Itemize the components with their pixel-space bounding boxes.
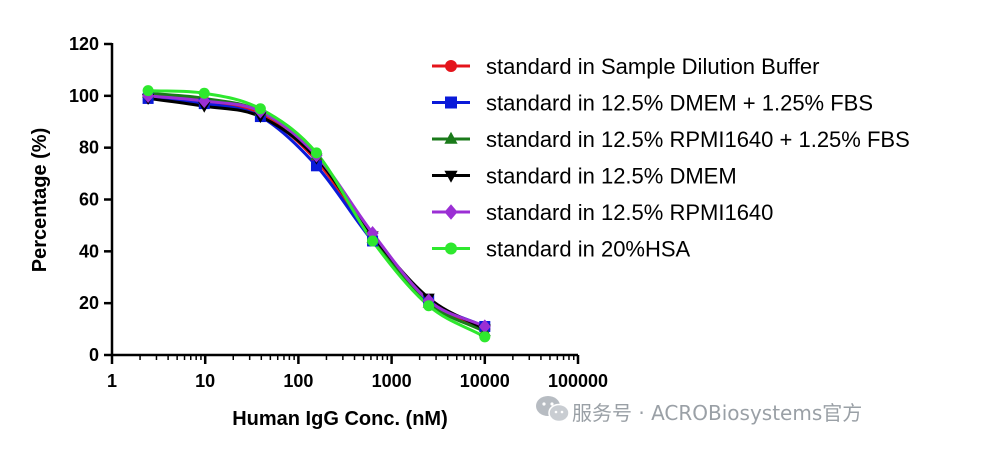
data-point — [310, 160, 322, 172]
legend-item: standard in Sample Dilution Buffer — [432, 54, 819, 79]
y-tick-label: 0 — [89, 345, 99, 365]
legend-label: standard in 12.5% RPMI1640 — [486, 200, 773, 225]
legend-swatch-marker — [445, 96, 457, 109]
watermark-text: 服务号 · ACROBiosystems官方 — [572, 401, 862, 425]
legend-item: standard in 20%HSA — [432, 237, 691, 262]
legend-swatch-marker — [444, 204, 458, 220]
x-tick-label: 100 — [283, 371, 313, 391]
legend-item: standard in 12.5% RPMI1640 — [432, 200, 773, 225]
y-tick-label: 40 — [79, 241, 99, 261]
x-tick-label: 1000 — [372, 371, 412, 391]
series-line — [147, 96, 486, 331]
legend-swatch-marker — [445, 60, 457, 72]
data-point — [478, 319, 491, 334]
data-point — [423, 300, 435, 312]
data-point — [479, 331, 491, 343]
data-point — [198, 93, 211, 109]
data-point — [367, 235, 379, 247]
legend: standard in Sample Dilution Buffer standa… — [432, 54, 910, 262]
y-tick-label: 80 — [79, 138, 99, 158]
legend-item: standard in 12.5% DMEM — [432, 164, 737, 189]
x-tick-label: 100000 — [548, 371, 608, 391]
y-tick-label: 120 — [69, 34, 99, 54]
watermark: 服务号 · ACROBiosystems官方 — [536, 396, 862, 425]
legend-swatch-marker — [444, 170, 458, 183]
y-tick-label: 20 — [79, 293, 99, 313]
data-point — [310, 147, 322, 159]
legend-label: standard in 12.5% DMEM — [486, 164, 737, 189]
x-tick-label: 10 — [195, 371, 215, 391]
x-axis-title: Human IgG Conc. (nM) — [232, 408, 448, 430]
legend-item: standard in 12.5% DMEM + 1.25% FBS — [432, 91, 873, 116]
wechat-icon — [536, 396, 570, 423]
data-point — [198, 87, 210, 99]
legend-label: standard in Sample Dilution Buffer — [486, 54, 819, 79]
x-tick-label: 1 — [107, 371, 117, 391]
data-point — [142, 85, 154, 97]
curves — [147, 89, 486, 339]
series-line — [148, 89, 486, 339]
legend-swatch-marker — [444, 131, 458, 144]
x-tick-label: 10000 — [460, 371, 510, 391]
y-axis-title: Percentage (%) — [29, 128, 51, 273]
y-tick-label: 100 — [69, 86, 99, 106]
data-point — [254, 103, 266, 115]
legend-label: standard in 12.5% DMEM + 1.25% FBS — [486, 91, 873, 116]
markers — [142, 85, 491, 343]
legend-item: standard in 12.5% RPMI1640 + 1.25% FBS — [432, 127, 910, 152]
legend-label: standard in 12.5% RPMI1640 + 1.25% FBS — [486, 127, 910, 152]
legend-label: standard in 20%HSA — [486, 237, 691, 262]
y-tick-label: 60 — [79, 190, 99, 210]
legend-swatch-marker — [445, 242, 457, 255]
